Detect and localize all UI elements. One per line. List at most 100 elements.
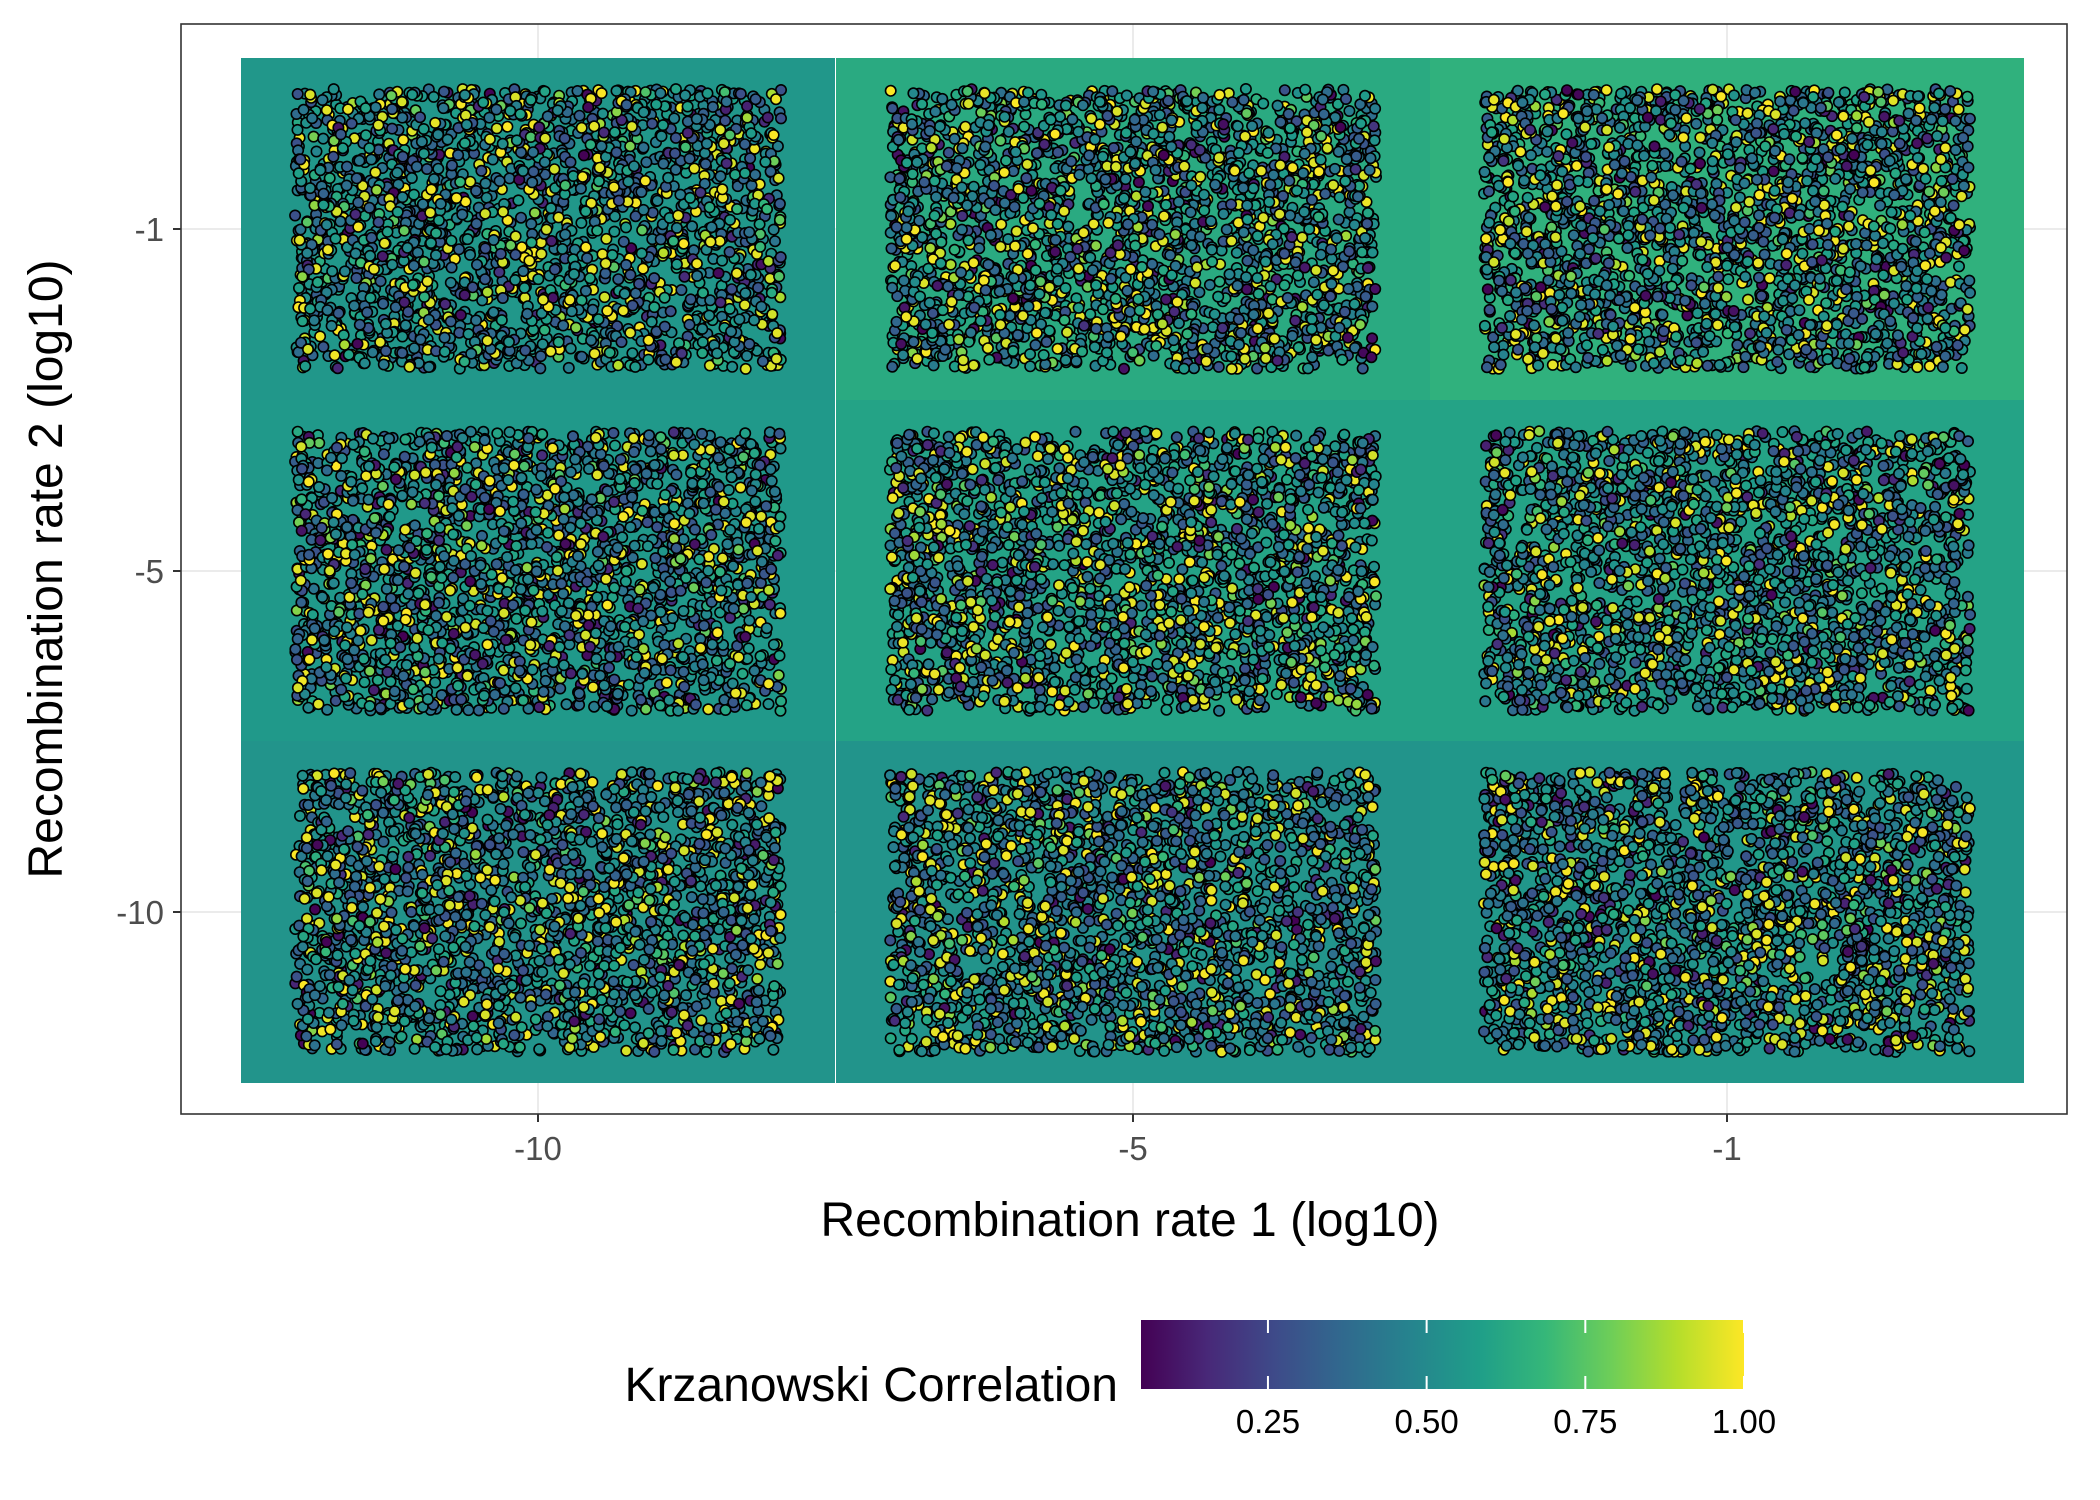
data-point <box>387 123 397 133</box>
data-point <box>484 112 494 122</box>
data-point <box>518 166 528 176</box>
data-point <box>1233 121 1243 131</box>
data-point <box>1197 103 1207 113</box>
data-point <box>1222 224 1232 234</box>
data-point <box>1067 114 1077 124</box>
data-point <box>1354 134 1364 144</box>
data-point <box>713 268 723 278</box>
data-point <box>1340 307 1350 317</box>
data-point <box>588 305 598 315</box>
data-point <box>1272 100 1282 110</box>
data-point <box>666 306 676 316</box>
data-point <box>649 273 659 283</box>
data-point <box>1111 162 1121 172</box>
data-point <box>1214 276 1224 286</box>
data-point <box>398 135 408 145</box>
data-point <box>1100 174 1110 184</box>
data-point <box>929 176 939 186</box>
data-point <box>315 331 325 341</box>
data-point <box>1307 352 1317 362</box>
data-point <box>1334 147 1344 157</box>
data-point <box>1239 95 1249 105</box>
data-point <box>960 122 970 132</box>
data-point <box>1307 324 1317 334</box>
data-point <box>1155 110 1165 120</box>
data-point <box>386 90 396 100</box>
data-point <box>1134 177 1144 187</box>
data-point <box>1309 277 1319 287</box>
data-point <box>1252 273 1262 283</box>
data-point <box>527 177 537 187</box>
data-point <box>1242 200 1252 210</box>
data-point <box>609 182 619 192</box>
data-point <box>1265 281 1275 291</box>
data-point <box>683 128 693 138</box>
data-point <box>1109 143 1119 153</box>
data-point <box>1119 364 1129 374</box>
data-point <box>721 158 731 168</box>
data-point <box>1013 330 1023 340</box>
data-point <box>995 135 1005 145</box>
data-point <box>339 340 349 350</box>
data-point <box>498 139 508 149</box>
data-point <box>1224 269 1234 279</box>
data-point <box>775 199 785 209</box>
data-point <box>1022 159 1032 169</box>
data-point <box>1370 103 1380 113</box>
data-point <box>426 238 436 248</box>
data-point <box>663 173 673 183</box>
data-point <box>671 84 681 94</box>
data-point <box>627 121 637 131</box>
data-point <box>446 316 456 326</box>
data-point <box>1166 142 1176 152</box>
data-point <box>1186 240 1196 250</box>
data-point <box>480 178 490 188</box>
data-point <box>1334 192 1344 202</box>
data-point <box>576 218 586 228</box>
data-point <box>1195 172 1205 182</box>
data-point <box>720 87 730 97</box>
data-point <box>292 125 302 135</box>
data-point <box>1302 127 1312 137</box>
data-point <box>373 120 383 130</box>
data-point <box>1249 310 1259 320</box>
data-point <box>1172 297 1182 307</box>
data-point <box>958 355 968 365</box>
data-point <box>352 173 362 183</box>
data-point <box>322 105 332 115</box>
data-point <box>598 108 608 118</box>
data-point <box>726 326 736 336</box>
data-point <box>1357 247 1367 257</box>
data-point <box>962 200 972 210</box>
data-point <box>895 192 905 202</box>
data-point <box>742 112 752 122</box>
data-point <box>776 252 786 262</box>
data-point <box>327 266 337 276</box>
data-point <box>519 283 529 293</box>
data-point <box>908 88 918 98</box>
data-point <box>378 299 388 309</box>
data-point <box>1234 339 1244 349</box>
data-point <box>295 154 305 164</box>
data-point <box>379 359 389 369</box>
data-point <box>392 168 402 178</box>
data-point <box>702 138 712 148</box>
data-point <box>1232 248 1242 258</box>
data-point <box>1084 150 1094 160</box>
data-point <box>1328 266 1338 276</box>
data-point <box>528 166 538 176</box>
data-point <box>727 284 737 294</box>
data-point <box>419 257 429 267</box>
data-point <box>995 310 1005 320</box>
data-point <box>1143 201 1153 211</box>
data-point <box>1745 328 1755 338</box>
data-point <box>1369 135 1379 145</box>
data-point <box>322 220 332 230</box>
data-point <box>1307 314 1317 324</box>
data-point <box>1150 165 1160 175</box>
data-point <box>1151 341 1161 351</box>
data-point <box>293 89 303 99</box>
data-point <box>1122 286 1132 296</box>
data-point <box>698 337 708 347</box>
data-point <box>1032 328 1042 338</box>
